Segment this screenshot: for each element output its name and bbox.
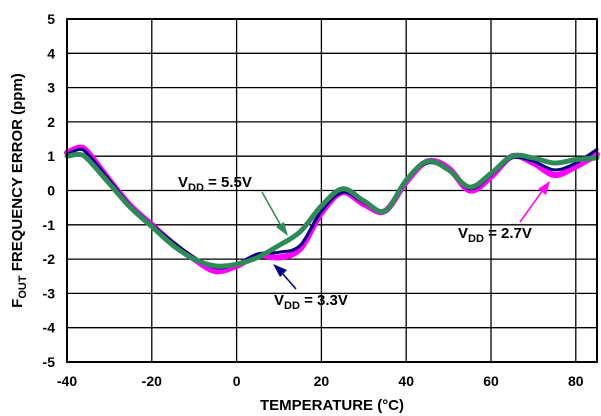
annotation-label-3.3v-pre: V <box>274 292 284 309</box>
series-layer <box>64 144 600 275</box>
x-tick-label: -40 <box>57 373 77 389</box>
annotation-label-2.7v: VDD = 2.7V <box>458 225 532 245</box>
series-line-2.7v <box>64 144 600 275</box>
y-tick-label: -4 <box>43 320 56 336</box>
x-axis-title: TEMPERATURE (°C) <box>260 397 404 414</box>
annotation-leader-3.3v <box>281 272 297 290</box>
y-tick-label: 5 <box>47 11 55 27</box>
y-tick-label: 3 <box>47 80 55 96</box>
y-tick-label: -1 <box>43 217 56 233</box>
annotation-label-3.3v: VDD = 3.3V <box>274 292 348 312</box>
series-line-5.5v <box>64 151 600 269</box>
y-tick-label: -3 <box>43 285 56 301</box>
x-tick-label: 60 <box>483 373 499 389</box>
grid <box>67 18 597 363</box>
plot-frame <box>66 18 598 363</box>
annotation-label-3.3v-post: = 3.3V <box>300 292 348 309</box>
annotation-vdd-3.3v: VDD = 3.3V <box>273 264 348 312</box>
y-axis-title-post: FREQUENCY ERROR (ppm) <box>9 73 26 275</box>
annotation-vdd-5.5v: VDD = 5.5V <box>178 174 288 236</box>
annotation-leader-5.5v <box>261 191 281 225</box>
annotation-vdd-2.7v: VDD = 2.7V <box>458 181 550 245</box>
y-axis-title: FOUT FREQUENCY ERROR (ppm) <box>9 73 29 308</box>
x-tick-label: 40 <box>398 373 414 389</box>
annotation-label-5.5v-pre: V <box>178 174 188 191</box>
x-tick-label: 80 <box>568 373 584 389</box>
tick-labels: -40 -20 0 20 40 60 80 -5 -4 -3 -2 -1 0 1 2 3 4 5 <box>43 11 584 389</box>
annotation-label-2.7v-post: = 2.7V <box>484 225 532 242</box>
annotation-label-5.5v-sub: DD <box>188 182 204 194</box>
x-tick-label: -20 <box>142 373 162 389</box>
annotation-label-5.5v: VDD = 5.5V <box>178 174 252 194</box>
annotation-arrow-2.7v <box>538 181 550 195</box>
y-tick-label: -2 <box>43 251 56 267</box>
y-axis-title-pre: F <box>9 299 26 308</box>
y-axis-title-sub: OUT <box>17 275 29 299</box>
y-tick-label: 2 <box>47 114 55 130</box>
annotation-label-5.5v-post: = 5.5V <box>204 174 252 191</box>
annotation-label-2.7v-pre: V <box>458 225 468 242</box>
series-line-3.3v <box>65 147 599 270</box>
y-tick-label: 1 <box>47 148 55 164</box>
annotation-arrow-3.3v <box>273 264 287 277</box>
annotation-label-2.7v-sub: DD <box>468 233 484 245</box>
annotation-leader-2.7v <box>519 189 544 223</box>
y-tick-label: 4 <box>47 45 55 61</box>
x-tick-label: 0 <box>233 373 241 389</box>
annotation-arrow-5.5v <box>276 222 288 236</box>
y-tick-label: 0 <box>47 183 55 199</box>
x-tick-label: 20 <box>314 373 330 389</box>
y-tick-label: -5 <box>43 354 56 370</box>
annotation-label-3.3v-sub: DD <box>284 300 300 312</box>
